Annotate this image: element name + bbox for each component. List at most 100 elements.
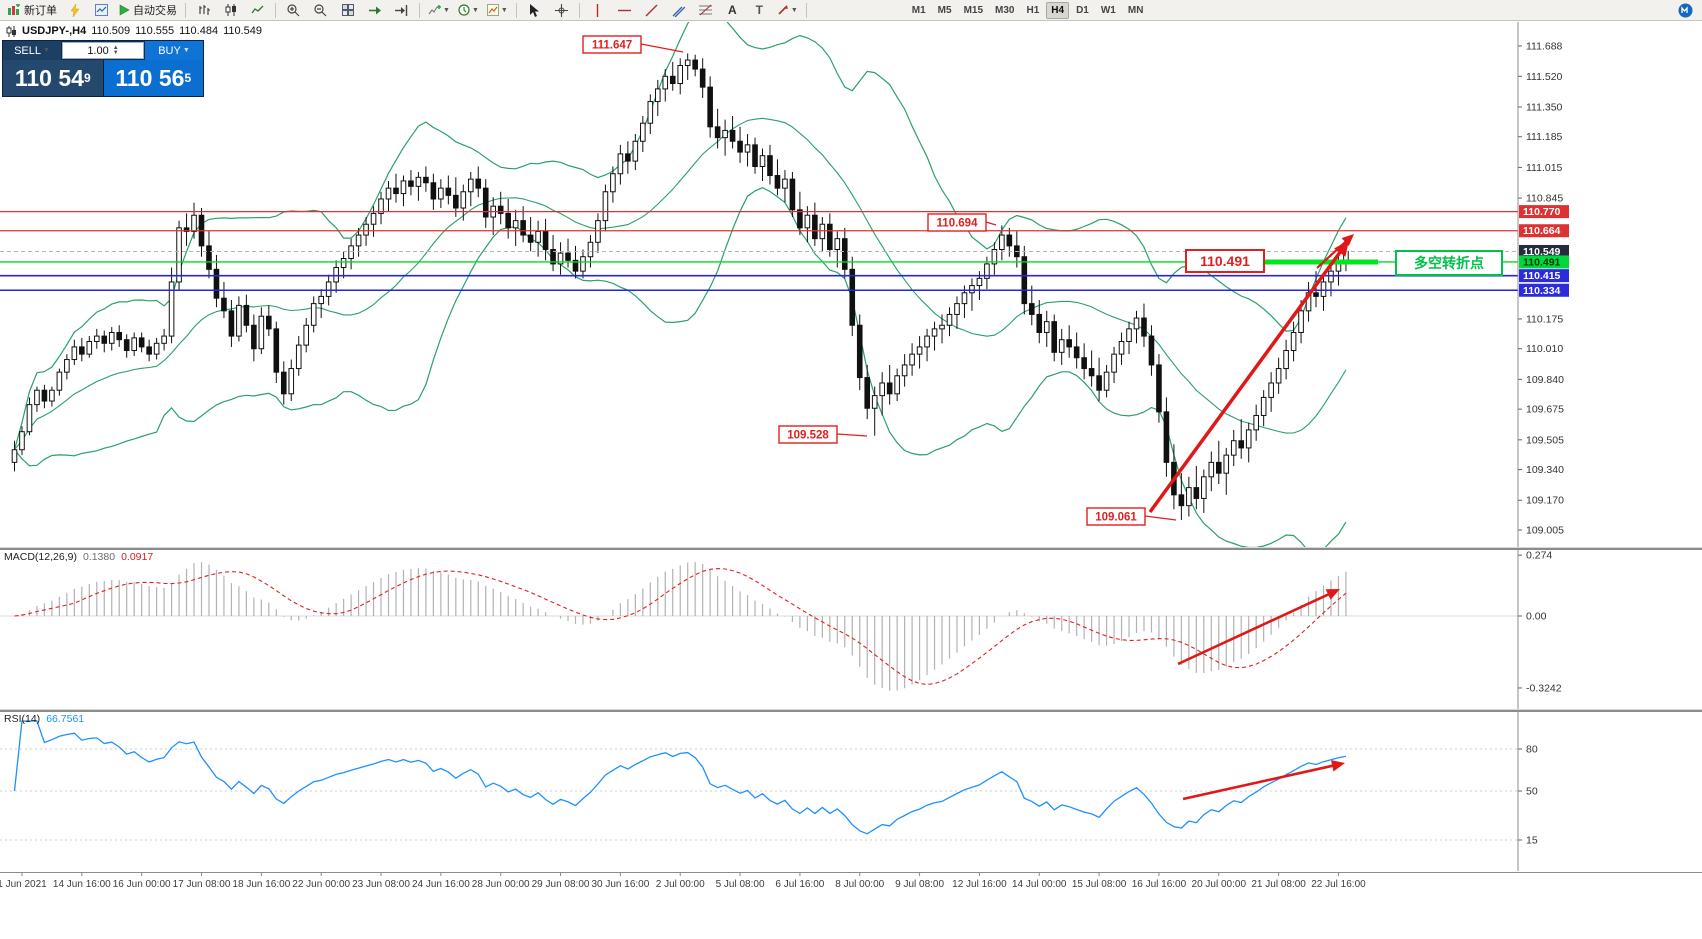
volume-spinner[interactable]: ▲ ▼ [112,44,119,56]
macd-panel-separator[interactable] [0,547,1702,550]
line-chart-icon [251,4,264,16]
turning-point-label[interactable]: 多空转折点 [1395,250,1503,276]
label-tool-button[interactable]: T [747,0,772,20]
time-axis[interactable]: 1 Jun 2021 14 Jun 16:00 16 Jun 00:00 17 Jun… [0,872,1702,897]
timeframe-button-M30[interactable]: M30 [995,4,1015,16]
timeframe-button-MN[interactable]: MN [1127,4,1144,16]
price-annotations[interactable]: 111.647 110.694 110.491 109.528 109.061 多空转折点 [582,35,1503,526]
arrows-tool-button[interactable]: ▼ [774,0,801,20]
cursor-icon [529,3,540,17]
rsi-panel-canvas[interactable]: 80 50 15 [0,711,1702,871]
mt-logo-icon [1678,3,1693,18]
svg-text:110.845: 110.845 [1526,193,1563,205]
svg-text:28 Jun 00:00: 28 Jun 00:00 [472,879,530,890]
svg-text:18 Jun 16:00: 18 Jun 16:00 [232,879,290,890]
chart-shift-button[interactable] [389,0,414,20]
candlestick-chart-button[interactable] [218,0,243,20]
timeframe-button-M1[interactable]: M1 [911,4,926,16]
volume-value: 1.00 [87,44,109,57]
price-scale-highlight: 110.549 [1519,244,1569,258]
app-logo-button[interactable] [1673,0,1698,20]
crosshair-icon [554,3,568,17]
svg-text:80: 80 [1526,744,1538,756]
periods-button[interactable]: ▼ [455,0,482,20]
new-order-button[interactable]: 新订单 [4,0,60,20]
timeframe-button-W1[interactable]: W1 [1100,4,1116,16]
svg-text:23 Jun 08:00: 23 Jun 08:00 [352,879,410,890]
macd-trend-arrow[interactable] [1177,589,1340,666]
autotrade-button[interactable]: 自动交易 [116,0,180,20]
volume-input[interactable]: 1.00 ▲ ▼ [62,42,144,59]
timeframe-button-H1[interactable]: H1 [1026,4,1040,16]
tile-windows-button[interactable] [335,0,360,20]
quick-trade-button[interactable] [62,0,87,20]
rsi-trend-arrow[interactable] [1182,760,1345,801]
line-chart-button[interactable] [245,0,270,20]
svg-text:12 Jul 16:00: 12 Jul 16:00 [952,879,1007,890]
zoom-in-button[interactable] [281,0,306,20]
svg-text:111.520: 111.520 [1526,71,1563,83]
market-watch-button[interactable] [89,0,114,20]
autotrade-play-icon [119,4,130,16]
svg-text:15: 15 [1526,835,1538,847]
svg-text:110.415: 110.415 [1523,270,1561,282]
svg-text:109.170: 109.170 [1526,495,1564,507]
annotation-label[interactable]: 110.491 [1185,249,1265,273]
rsi-panel-separator[interactable] [0,709,1702,712]
fibonacci-tool-button[interactable] [693,0,718,20]
zoom-out-icon [314,3,327,17]
timeframe-button-D1[interactable]: D1 [1076,4,1089,16]
market-watch-icon [95,4,108,16]
one-click-trading-panel: SELL ▼ 1.00 ▲ ▼ BUY ▼ 110 54 9 110 56 5 [2,40,204,97]
toolbar-separator [185,2,186,18]
annotation-label[interactable]: 109.061 [1086,507,1146,526]
lightning-icon [70,3,80,17]
low-value: 110.484 [179,25,219,37]
horizontal-level-lines[interactable] [0,211,1518,292]
trend-arrows[interactable] [1148,234,1354,514]
timeframe-button-H4[interactable]: H4 [1046,1,1070,19]
ask-price-button[interactable]: 110 56 5 [103,60,203,96]
indicators-button[interactable]: ▼ [425,0,453,20]
svg-text:多空转折点: 多空转折点 [1414,255,1484,271]
timeframe-group: M1 M5 M15 M30 H1 H4 D1 W1 MN [906,1,1150,19]
bid-price-button[interactable]: 110 54 9 [3,60,104,96]
buy-label: BUY [158,44,181,57]
auto-scroll-button[interactable] [362,0,387,20]
chevron-down-icon: ▼ [443,6,450,14]
svg-text:110.549: 110.549 [1523,246,1561,258]
chevron-down-icon: ▼ [500,6,508,14]
horizontal-line-tool-button[interactable] [612,0,637,20]
text-tool-button[interactable]: A [720,0,745,20]
main-chart-canvas[interactable]: 111.647 110.694 110.491 109.528 109.061 多空转折点… [0,22,1702,547]
zoom-out-button[interactable] [308,0,333,20]
toolbar-separator [515,2,517,18]
svg-text:-0.3242: -0.3242 [1526,682,1562,694]
annotation-label[interactable]: 110.694 [927,213,987,232]
vertical-line-tool-button[interactable] [585,0,610,20]
crosshair-tool-button[interactable] [549,0,574,20]
cursor-tool-button[interactable] [522,0,547,20]
svg-text:111.015: 111.015 [1526,162,1563,174]
annotation-label[interactable]: 109.528 [778,425,838,444]
tile-windows-icon [341,4,354,16]
svg-text:109.840: 109.840 [1526,374,1564,386]
svg-text:1 Jun 2021: 1 Jun 2021 [0,879,47,890]
open-value: 110.509 [91,25,131,37]
price-scale[interactable]: 111.688 111.520 111.350 111.185 111.015 110.8… [1517,22,1569,547]
channel-tool-button[interactable] [666,0,691,20]
trendline-tool-button[interactable] [639,0,664,20]
sell-label: SELL [14,44,41,57]
bar-chart-button[interactable] [191,0,216,20]
buy-button[interactable]: BUY ▼ [145,41,203,60]
svg-text:15 Jul 08:00: 15 Jul 08:00 [1072,879,1127,890]
zoom-in-icon [287,3,300,17]
svg-text:24 Jun 16:00: 24 Jun 16:00 [412,879,470,890]
macd-panel-canvas[interactable]: 0.274 0.00 -0.3242 [0,549,1702,709]
timeframe-button-M15[interactable]: M15 [963,4,984,16]
annotation-label[interactable]: 111.647 [582,35,642,54]
sell-button[interactable]: SELL ▼ [3,41,61,60]
timeframe-button-M5[interactable]: M5 [937,4,952,16]
svg-text:109.061: 109.061 [1095,512,1137,524]
templates-button[interactable]: ▼ [484,0,511,20]
